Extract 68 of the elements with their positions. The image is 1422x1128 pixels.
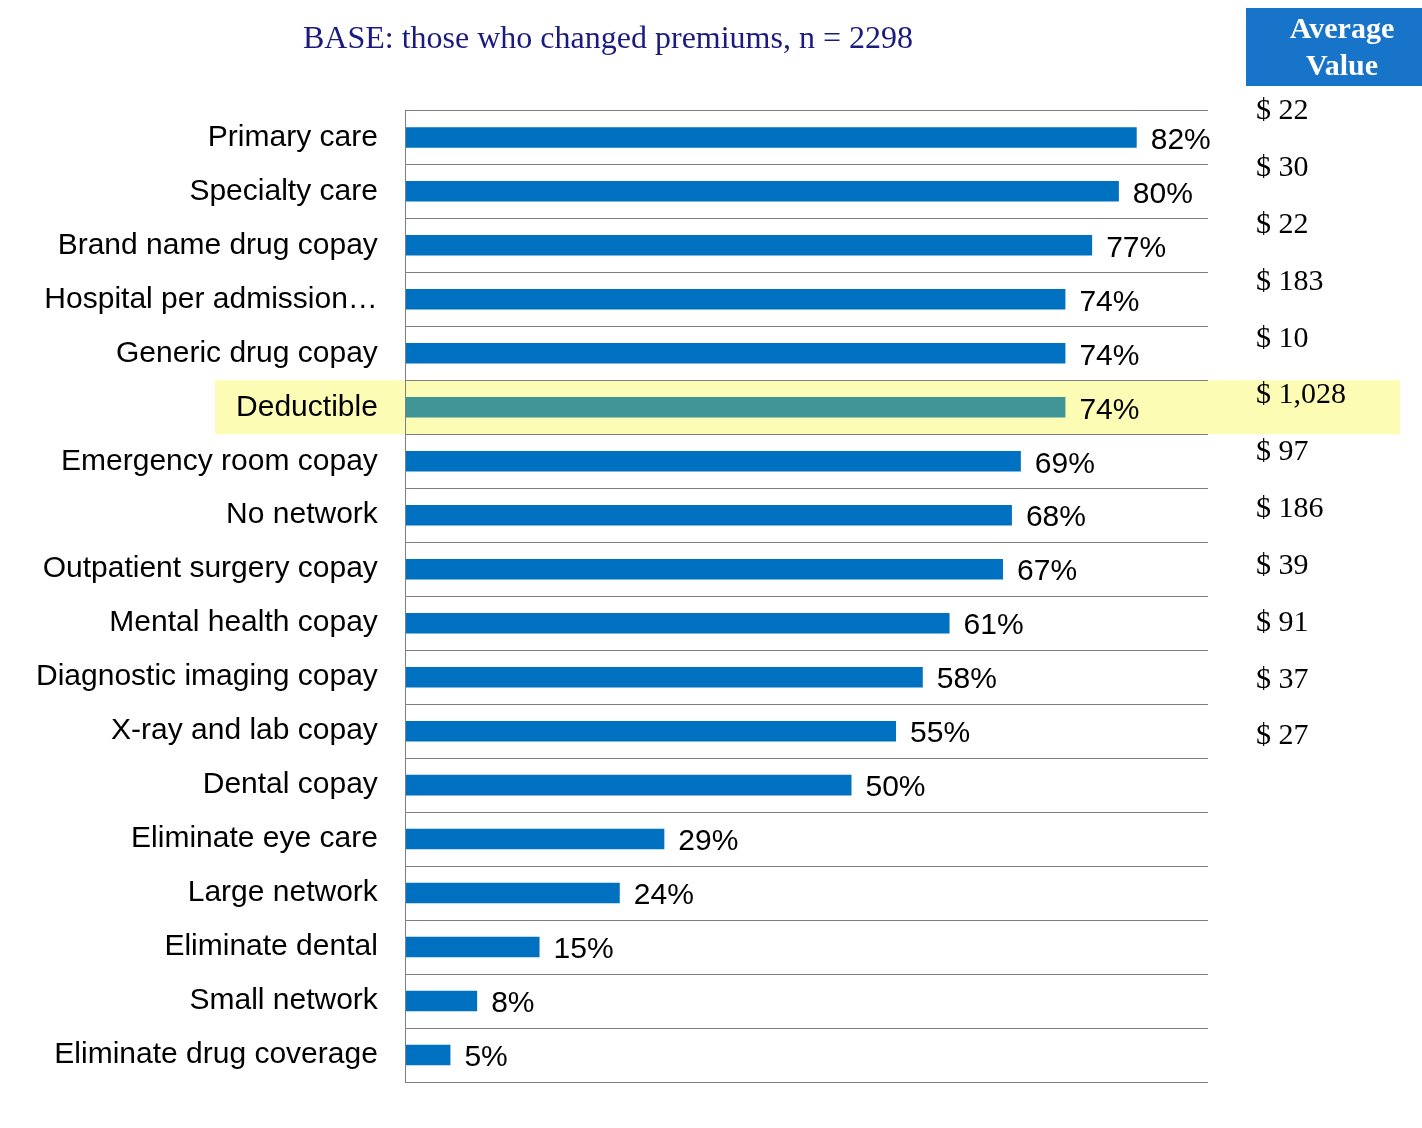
bar	[405, 343, 1066, 364]
y-tick-label: Diagnostic imaging copay	[35, 658, 378, 692]
y-tick-label: Dental copay	[202, 766, 378, 800]
bar	[405, 720, 897, 742]
bar	[405, 397, 1066, 418]
data-label: 69%	[1034, 445, 1095, 479]
data-label: 8%	[491, 985, 535, 1019]
bar	[405, 289, 1066, 310]
y-tick-label: Outpatient surgery copay	[42, 550, 378, 584]
text: $ 39	[1256, 546, 1309, 580]
text: $ 1,028	[1256, 376, 1346, 410]
bar	[405, 451, 1021, 472]
data-label: 55%	[910, 715, 971, 749]
y-tick-label: Brand name drug copay	[57, 226, 378, 260]
text: $ 27	[1256, 717, 1309, 751]
data-label: 50%	[865, 769, 926, 803]
y-tick-label: Deductible	[236, 388, 378, 422]
y-tick-label: Large network	[187, 874, 379, 908]
text: $ 97	[1256, 433, 1309, 467]
data-label: 5%	[464, 1039, 508, 1073]
text: $ 30	[1256, 149, 1309, 183]
data-label: 74%	[1079, 283, 1140, 317]
text: Average Value	[1289, 10, 1395, 81]
bar	[405, 504, 1012, 526]
y-tick-label: Generic drug copay	[116, 334, 378, 368]
y-tick-label: Eliminate eye care	[131, 820, 378, 854]
y-tick-label: Small network	[189, 982, 379, 1016]
bar	[405, 882, 620, 904]
data-label: 68%	[1025, 499, 1086, 533]
text: $ 186	[1256, 490, 1324, 524]
data-label: 74%	[1079, 391, 1140, 425]
y-tick-label: Specialty care	[189, 172, 378, 206]
data-label: 24%	[633, 877, 694, 911]
data-label: 15%	[553, 931, 614, 965]
y-tick-label: Mental health copay	[109, 604, 378, 638]
bar	[405, 127, 1137, 148]
bar	[405, 666, 923, 688]
data-label: 67%	[1017, 553, 1078, 587]
data-label: 82%	[1150, 121, 1211, 155]
text: $ 37	[1256, 660, 1309, 694]
bar	[405, 612, 950, 634]
y-tick-label: No network	[226, 496, 379, 530]
y-tick-label: Hospital per admission…	[44, 280, 378, 314]
y-tick-label: Primary care	[207, 118, 378, 152]
bar	[405, 774, 852, 796]
data-label: 58%	[936, 661, 997, 695]
bar	[405, 990, 478, 1012]
bar	[405, 936, 540, 958]
data-label: 80%	[1132, 175, 1193, 209]
bar	[405, 1044, 451, 1066]
text: $ 22	[1256, 205, 1309, 239]
text: $ 22	[1256, 92, 1309, 126]
y-tick-label: Emergency room copay	[61, 442, 378, 476]
y-tick-label: X-ray and lab copay	[111, 712, 378, 746]
bar	[405, 181, 1119, 202]
data-label: 74%	[1079, 337, 1140, 371]
text: $ 183	[1256, 262, 1324, 296]
data-label: 29%	[678, 823, 739, 857]
bar	[405, 558, 1004, 580]
text: $ 91	[1256, 603, 1309, 637]
data-label: 77%	[1106, 229, 1167, 263]
y-tick-label: Eliminate drug coverage	[54, 1036, 378, 1070]
bar	[405, 235, 1093, 256]
bar	[405, 828, 665, 850]
text: $ 10	[1256, 319, 1309, 353]
data-label: 61%	[963, 607, 1024, 641]
chart-title: BASE: those who changed premiums, n = 2298	[303, 18, 913, 55]
y-tick-label: Eliminate dental	[164, 928, 378, 962]
